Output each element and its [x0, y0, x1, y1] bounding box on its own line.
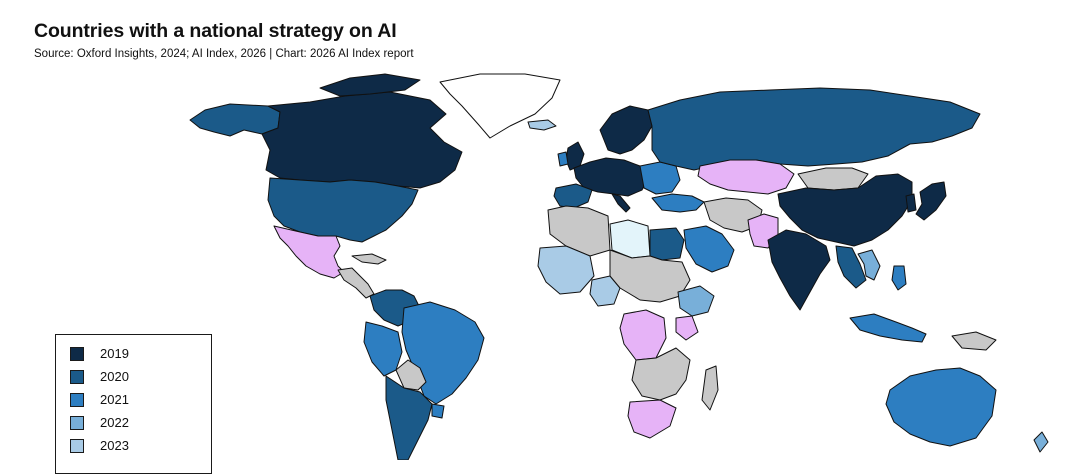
legend-label: 2023 [100, 438, 129, 453]
legend: 2019 2020 2021 2022 2023 [55, 334, 212, 474]
region-madagascar [701, 365, 719, 411]
legend-item: 2021 [70, 392, 129, 408]
legend-item: 2020 [70, 369, 129, 385]
region-indonesia [849, 313, 927, 343]
region-india [767, 229, 831, 311]
region-canada [261, 91, 463, 189]
region-saudi-arabia [683, 225, 735, 273]
legend-label: 2020 [100, 369, 129, 384]
legend-swatch [70, 347, 84, 361]
region-china [777, 173, 913, 247]
region-iceland [527, 119, 557, 131]
region-drc [619, 309, 667, 361]
region-ethiopia [677, 285, 715, 317]
region-east-europe [639, 161, 681, 195]
world-map [189, 73, 1049, 460]
region-canada-islands [319, 73, 421, 97]
region-kazakhstan [697, 159, 795, 195]
region-southern-africa [631, 347, 691, 401]
region-scandinavia [599, 105, 653, 155]
region-peru [363, 321, 403, 377]
region-japan [915, 181, 947, 221]
region-vietnam [857, 249, 881, 281]
region-iberia [553, 183, 593, 209]
region-greenland [439, 73, 561, 139]
region-ireland [557, 151, 569, 167]
chart-subtitle: Source: Oxford Insights, 2024; AI Index,… [34, 48, 414, 60]
legend-item: 2023 [70, 438, 129, 454]
region-korea [905, 193, 917, 213]
legend-item: 2022 [70, 415, 129, 431]
region-cuba [351, 253, 387, 265]
region-south-africa [627, 399, 677, 439]
region-egypt [649, 227, 685, 261]
region-australia [885, 367, 997, 447]
region-southeast-asia [835, 245, 867, 289]
region-philippines [891, 265, 907, 291]
region-turkey [651, 193, 705, 213]
legend-swatch [70, 416, 84, 430]
region-papua [951, 331, 997, 351]
region-new-zealand [1033, 431, 1049, 453]
region-russia [647, 87, 981, 171]
chart-title: Countries with a national strategy on AI [34, 20, 397, 42]
region-west-africa [537, 245, 595, 295]
region-mongolia [797, 167, 869, 191]
region-central-africa [609, 249, 691, 303]
legend-label: 2019 [100, 346, 129, 361]
region-alaska [189, 103, 281, 137]
region-central-america [337, 267, 375, 299]
legend-label: 2021 [100, 392, 129, 407]
region-argentina [385, 375, 433, 460]
region-italy [611, 193, 631, 213]
legend-label: 2022 [100, 415, 129, 430]
region-kenya [675, 315, 699, 341]
region-usa [267, 177, 419, 243]
region-uruguay [431, 403, 445, 419]
legend-swatch [70, 370, 84, 384]
legend-item: 2019 [70, 346, 129, 362]
legend-swatch [70, 439, 84, 453]
legend-swatch [70, 393, 84, 407]
